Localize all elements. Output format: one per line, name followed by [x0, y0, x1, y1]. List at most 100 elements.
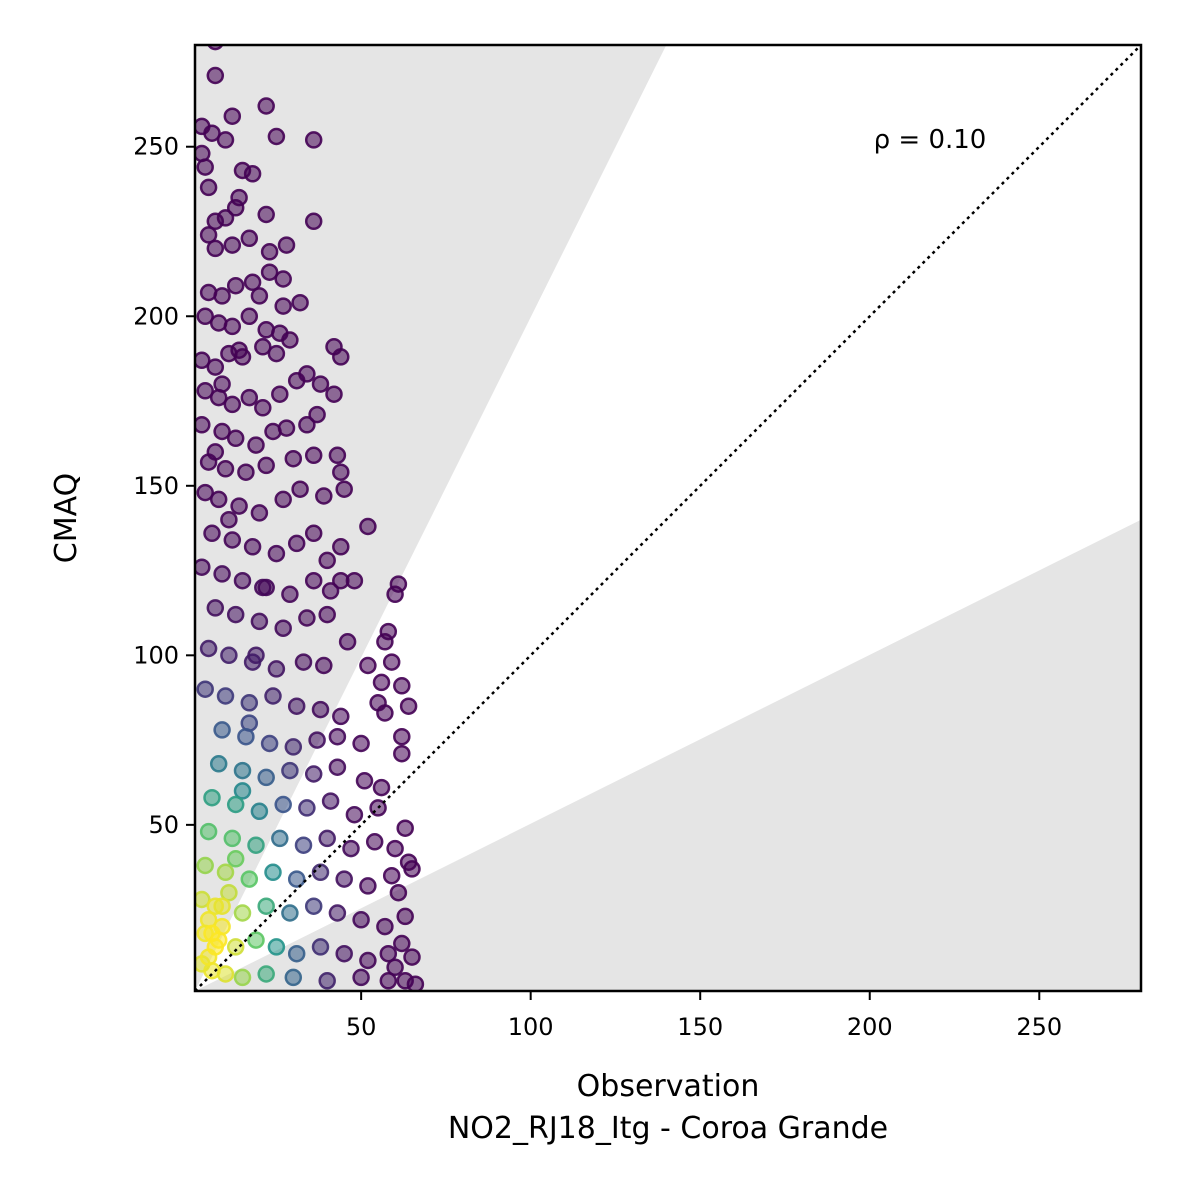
data-point	[304, 897, 323, 915]
data-point	[199, 822, 218, 841]
data-point	[281, 585, 299, 604]
data-point	[274, 795, 292, 814]
scatter-points	[195, 45, 425, 991]
data-point	[271, 385, 289, 403]
data-point	[287, 944, 306, 963]
data-point	[233, 761, 252, 780]
data-point	[240, 229, 259, 248]
data-point	[284, 449, 303, 468]
data-point	[257, 205, 275, 224]
data-point	[226, 429, 245, 448]
data-point	[396, 907, 414, 926]
data-point	[352, 968, 370, 987]
data-point	[332, 463, 350, 481]
data-point	[345, 805, 364, 824]
data-point	[332, 348, 350, 366]
data-point	[304, 524, 323, 543]
data-point	[226, 276, 245, 295]
data-point	[372, 778, 391, 797]
data-point	[311, 700, 330, 719]
data-point	[396, 972, 414, 990]
data-point	[267, 127, 286, 146]
data-point	[243, 653, 262, 671]
data-point	[250, 504, 269, 522]
y-axis-ticks: 50 100 150 200 250	[133, 133, 195, 839]
data-point	[257, 768, 275, 787]
data-point	[332, 571, 350, 590]
data-point	[304, 571, 323, 590]
data-point	[209, 388, 228, 407]
data-point	[386, 585, 404, 604]
data-point	[328, 446, 347, 465]
data-point	[199, 226, 218, 244]
data-point	[359, 517, 377, 536]
data-point	[264, 687, 282, 705]
data-point	[233, 782, 252, 800]
data-point	[237, 727, 255, 746]
data-point	[206, 599, 225, 617]
data-point	[311, 938, 330, 956]
data-point	[223, 236, 242, 254]
data-point	[399, 697, 418, 715]
data-point	[226, 938, 245, 956]
data-point	[196, 856, 214, 875]
y-tick-label: 200	[133, 302, 179, 330]
data-point	[318, 972, 336, 990]
data-point	[223, 395, 242, 414]
data-point	[257, 897, 275, 915]
data-point	[328, 904, 347, 922]
data-point	[376, 917, 394, 936]
data-point	[277, 236, 296, 254]
data-point	[199, 178, 218, 197]
one-to-one-line	[195, 45, 1141, 991]
data-point	[247, 931, 265, 949]
data-point	[213, 287, 231, 305]
data-point	[213, 565, 231, 583]
data-point	[260, 243, 279, 261]
data-point	[359, 877, 377, 895]
data-point	[359, 951, 377, 970]
data-point	[206, 897, 225, 915]
data-point	[240, 694, 259, 712]
data-point	[213, 422, 231, 441]
data-point	[274, 490, 292, 509]
data-point	[399, 853, 418, 871]
data-point	[196, 483, 214, 502]
data-point	[230, 497, 248, 515]
data-point	[389, 883, 408, 902]
data-point	[281, 761, 299, 780]
data-point	[264, 863, 282, 882]
data-point	[294, 653, 313, 671]
x-tick-label: 100	[508, 1013, 554, 1041]
data-point	[196, 382, 214, 400]
data-point	[257, 965, 275, 983]
data-point	[328, 758, 347, 776]
data-point	[206, 66, 225, 85]
data-point	[304, 446, 323, 465]
data-point	[335, 944, 353, 963]
x-tick-label: 150	[677, 1013, 723, 1041]
data-point	[233, 968, 252, 987]
data-point	[267, 344, 286, 363]
data-point	[318, 829, 336, 848]
y-tick-label: 50	[148, 811, 179, 839]
data-point	[264, 422, 282, 441]
data-point	[393, 744, 411, 763]
data-point	[213, 721, 231, 739]
data-point	[315, 656, 333, 675]
data-point	[372, 673, 391, 692]
data-point	[321, 792, 340, 810]
data-point	[379, 944, 398, 963]
data-point	[196, 158, 214, 176]
data-point	[257, 456, 275, 475]
data-point	[284, 968, 303, 987]
data-point	[298, 609, 316, 627]
data-point	[298, 799, 316, 817]
data-point	[291, 293, 309, 312]
data-point	[226, 199, 245, 217]
y-axis-label: CMAQ	[49, 473, 84, 563]
data-point	[287, 870, 306, 888]
data-point	[338, 633, 357, 651]
data-point	[216, 131, 235, 149]
